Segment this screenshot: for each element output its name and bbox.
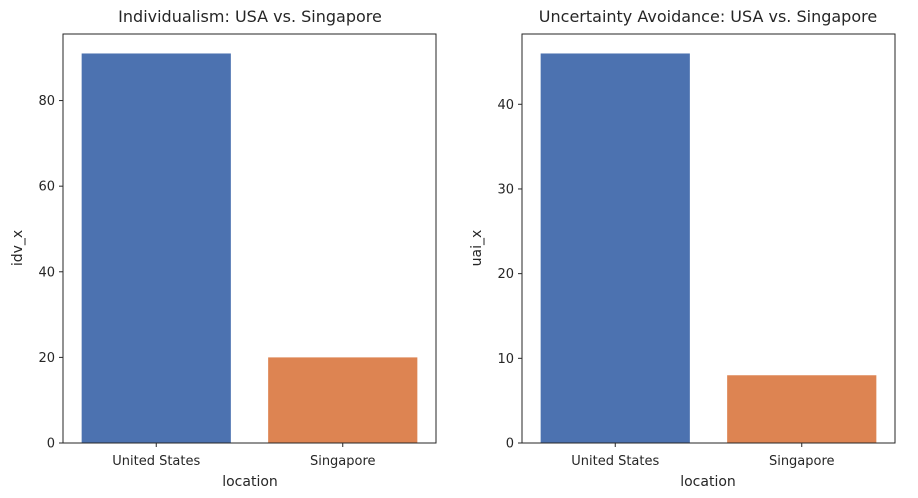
x-tick-label: United States xyxy=(112,454,200,469)
x-axis-label: location xyxy=(680,474,736,490)
y-tick-label: 20 xyxy=(38,351,55,366)
y-axis-label: uai_x xyxy=(469,230,485,267)
x-tick-label: United States xyxy=(571,454,659,469)
y-tick-label: 20 xyxy=(497,267,514,282)
plot-frame xyxy=(62,33,437,444)
chart-title: Individualism: USA vs. Singapore xyxy=(118,7,382,26)
y-tick-label: 80 xyxy=(38,94,55,109)
bar-united-states xyxy=(81,53,231,443)
bar-singapore xyxy=(268,357,418,443)
y-tick-label: 0 xyxy=(506,437,514,452)
chart-individualism: Individualism: USA vs. Singapore locatio… xyxy=(10,7,437,490)
bar-united-states xyxy=(540,53,690,443)
y-tick-label: 0 xyxy=(47,437,55,452)
y-tick-label: 40 xyxy=(38,265,55,280)
plot-frame xyxy=(521,33,896,444)
y-axis-label: idv_x xyxy=(10,230,26,266)
x-tick-label: Singapore xyxy=(769,454,835,469)
chart-title: Uncertainty Avoidance: USA vs. Singapore xyxy=(539,7,877,26)
y-tick-label: 10 xyxy=(497,352,514,367)
x-tick-label: Singapore xyxy=(310,454,376,469)
y-tick-label: 60 xyxy=(38,180,55,195)
y-tick-label: 40 xyxy=(497,98,514,113)
chart-uncertainty-avoidance: Uncertainty Avoidance: USA vs. Singapore… xyxy=(469,7,896,490)
x-axis-label: location xyxy=(222,474,278,490)
bar-singapore xyxy=(727,375,877,443)
y-tick-label: 30 xyxy=(497,182,514,197)
